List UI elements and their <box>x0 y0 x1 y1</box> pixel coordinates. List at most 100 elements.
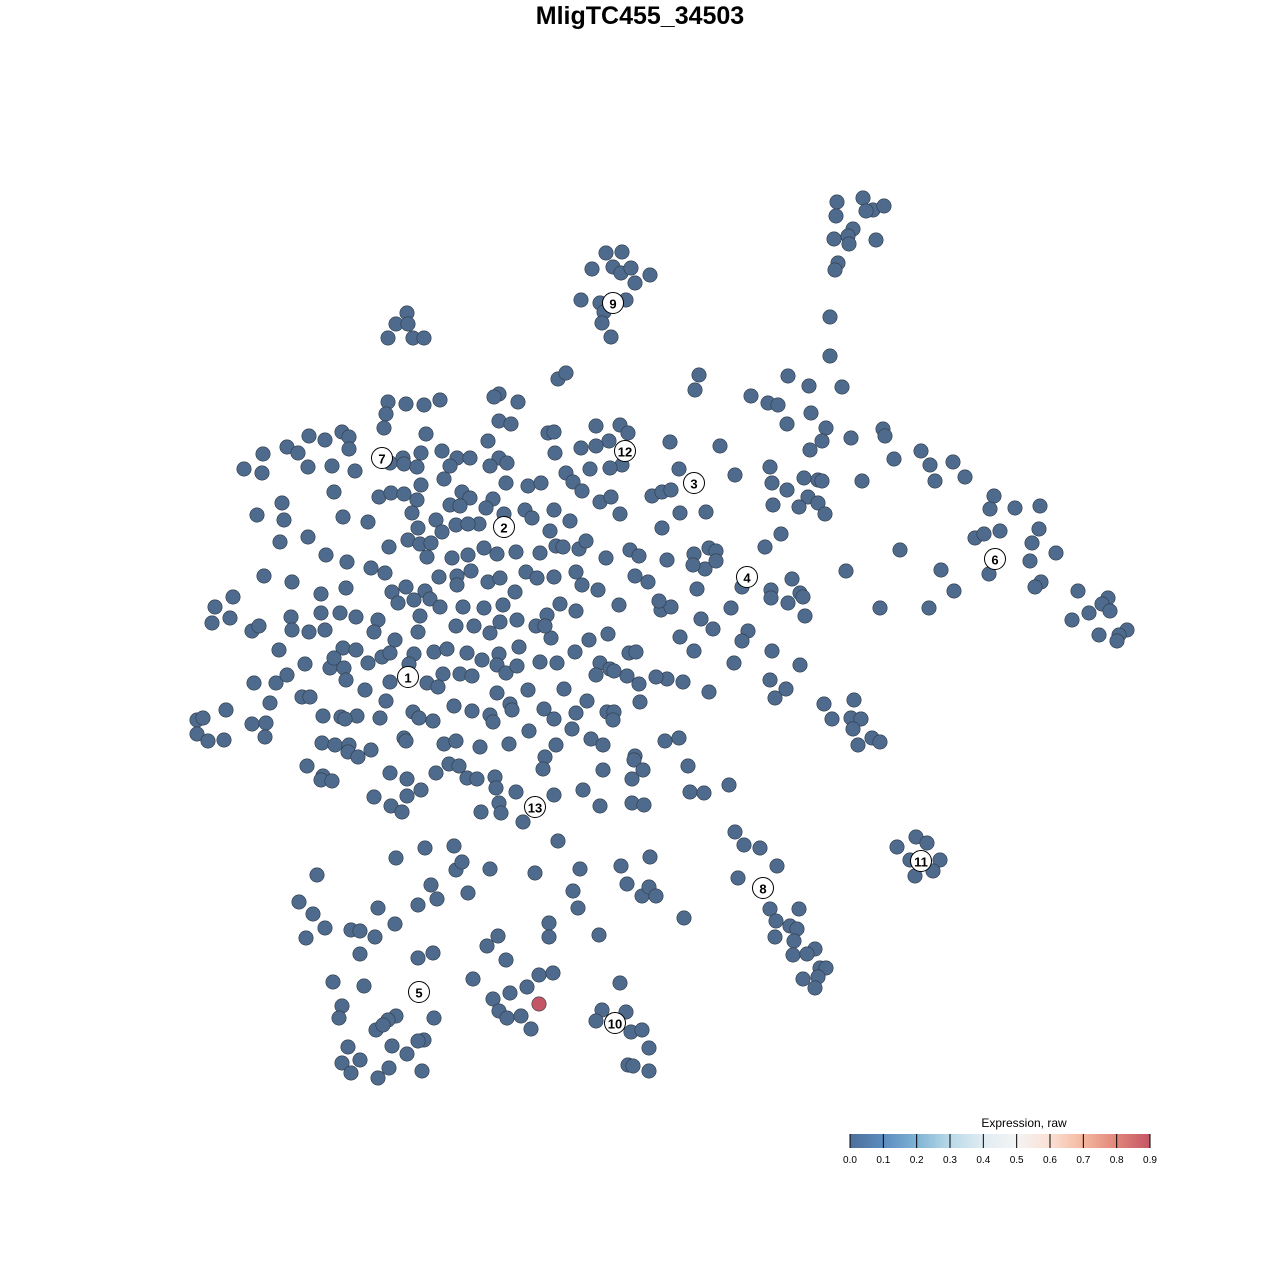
data-point <box>807 980 823 996</box>
data-point <box>271 642 287 658</box>
data-point <box>627 568 643 584</box>
data-point <box>422 591 438 607</box>
data-point <box>628 644 644 660</box>
data-point <box>1032 498 1048 514</box>
data-point <box>489 546 505 562</box>
data-point <box>435 666 451 682</box>
data-point <box>377 565 393 581</box>
data-point <box>291 894 307 910</box>
cluster-label-badge <box>408 981 430 1003</box>
data-point <box>827 262 843 278</box>
data-point <box>502 985 518 1001</box>
data-point <box>236 461 252 477</box>
data-point <box>822 309 838 325</box>
data-point <box>465 971 481 987</box>
data-point <box>841 236 857 252</box>
data-point <box>426 644 442 660</box>
data-point <box>189 726 205 742</box>
data-point <box>338 580 354 596</box>
cluster-label-4: 4 <box>736 566 758 588</box>
data-point <box>708 553 724 569</box>
data-point <box>341 441 357 457</box>
data-point <box>564 721 580 737</box>
data-point <box>565 883 581 899</box>
data-point <box>877 428 893 444</box>
data-point <box>338 672 354 688</box>
data-point <box>605 712 621 728</box>
data-point <box>721 777 737 793</box>
data-point <box>482 458 498 474</box>
data-point <box>276 512 292 528</box>
legend-tick-label: 0.5 <box>1010 1155 1024 1166</box>
data-point <box>305 906 321 922</box>
data-point <box>439 641 455 657</box>
data-point <box>399 771 415 787</box>
data-point <box>537 618 553 634</box>
data-point <box>552 596 568 612</box>
data-point <box>611 597 627 613</box>
data-point <box>693 611 709 627</box>
data-point <box>383 485 399 501</box>
data-point <box>1081 605 1097 621</box>
data-point <box>1091 627 1107 643</box>
data-point <box>279 667 295 683</box>
data-point <box>795 589 811 605</box>
data-point <box>283 609 299 625</box>
data-point <box>381 1060 397 1076</box>
data-point <box>367 929 383 945</box>
data-point <box>478 500 494 516</box>
data-point <box>350 749 366 765</box>
data-point <box>325 974 341 990</box>
data-point <box>466 618 482 634</box>
data-point <box>508 784 524 800</box>
data-point <box>588 667 604 683</box>
data-point <box>767 929 783 945</box>
data-point <box>619 668 635 684</box>
data-point <box>543 630 559 646</box>
data-point <box>531 967 547 983</box>
data-point <box>520 682 536 698</box>
data-point <box>853 711 869 727</box>
data-point <box>396 486 412 502</box>
data-point <box>340 1039 356 1055</box>
data-point <box>370 900 386 916</box>
data-point <box>779 416 795 432</box>
data-point <box>654 520 670 536</box>
data-point <box>546 711 562 727</box>
data-point <box>691 367 707 383</box>
data-point <box>726 655 742 671</box>
data-point <box>309 867 325 883</box>
data-point <box>460 547 476 563</box>
data-point <box>472 739 488 755</box>
data-point <box>410 897 426 913</box>
data-point <box>258 715 274 731</box>
data-point <box>339 554 355 570</box>
data-point <box>570 900 586 916</box>
data-point <box>773 526 789 542</box>
data-point <box>370 1070 386 1086</box>
data-point <box>541 929 557 945</box>
data-point-expressed <box>531 996 547 1012</box>
data-point <box>434 443 450 459</box>
data-point <box>482 625 498 641</box>
data-point <box>356 978 372 994</box>
data-point <box>803 405 819 421</box>
cluster-label-10: 10 <box>604 1012 626 1034</box>
data-point <box>613 858 629 874</box>
data-point <box>315 708 331 724</box>
data-point <box>845 721 861 737</box>
data-point <box>573 292 589 308</box>
data-point <box>533 475 549 491</box>
data-point <box>872 734 888 750</box>
data-point <box>357 682 373 698</box>
data-point <box>591 927 607 943</box>
data-point <box>317 622 333 638</box>
data-point <box>764 643 780 659</box>
data-point <box>414 1063 430 1079</box>
data-point <box>416 397 432 413</box>
data-point <box>546 424 562 440</box>
data-point <box>799 946 815 962</box>
data-point <box>298 930 314 946</box>
data-point <box>598 550 614 566</box>
data-point <box>640 574 656 590</box>
